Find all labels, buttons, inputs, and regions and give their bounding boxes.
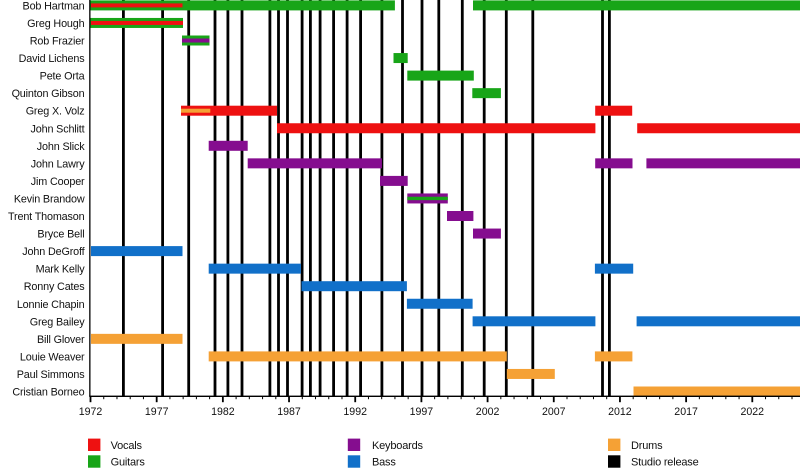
svg-text:John Slick: John Slick (37, 141, 85, 153)
svg-text:2002: 2002 (476, 406, 500, 418)
svg-text:2017: 2017 (674, 406, 698, 418)
svg-text:Greg Hough: Greg Hough (27, 18, 84, 30)
svg-text:Quinton Gibson: Quinton Gibson (12, 88, 85, 100)
svg-text:Studio release: Studio release (631, 457, 699, 469)
svg-text:2012: 2012 (608, 406, 632, 418)
svg-text:Rob Frazier: Rob Frazier (30, 36, 85, 48)
svg-text:Bryce Bell: Bryce Bell (37, 229, 84, 241)
svg-text:Ronny Cates: Ronny Cates (24, 281, 86, 293)
svg-text:1977: 1977 (145, 406, 169, 418)
svg-text:Trent Thomason: Trent Thomason (8, 211, 85, 223)
svg-text:2022: 2022 (741, 406, 765, 418)
svg-text:Bill Glover: Bill Glover (37, 334, 85, 346)
svg-text:1982: 1982 (211, 406, 235, 418)
svg-text:Pete Orta: Pete Orta (40, 71, 85, 83)
svg-text:Kevin Brandow: Kevin Brandow (14, 193, 85, 205)
svg-text:1987: 1987 (277, 406, 301, 418)
svg-text:Vocals: Vocals (111, 440, 143, 452)
svg-text:Cristian Borneo: Cristian Borneo (12, 387, 84, 399)
svg-text:Bass: Bass (372, 457, 396, 469)
svg-text:John Lawry: John Lawry (31, 158, 85, 170)
svg-text:Drums: Drums (631, 440, 663, 452)
svg-text:Jim Cooper: Jim Cooper (31, 176, 85, 188)
svg-text:Guitars: Guitars (111, 457, 146, 469)
svg-text:Keyboards: Keyboards (372, 440, 423, 452)
svg-text:Greg Bailey: Greg Bailey (30, 316, 86, 328)
svg-text:2007: 2007 (542, 406, 566, 418)
svg-text:Paul Simmons: Paul Simmons (17, 369, 86, 381)
svg-text:Bob Hartman: Bob Hartman (23, 0, 85, 12)
svg-text:Mark Kelly: Mark Kelly (36, 264, 86, 276)
svg-text:John Schlitt: John Schlitt (30, 123, 84, 135)
svg-text:David Lichens: David Lichens (19, 53, 86, 65)
svg-text:John DeGroff: John DeGroff (22, 246, 85, 258)
svg-text:1992: 1992 (343, 406, 367, 418)
svg-text:Greg X. Volz: Greg X. Volz (26, 106, 85, 118)
svg-text:1997: 1997 (410, 406, 434, 418)
svg-text:Lonnie Chapin: Lonnie Chapin (17, 299, 85, 311)
svg-text:1972: 1972 (79, 406, 103, 418)
svg-text:Louie Weaver: Louie Weaver (20, 351, 85, 363)
